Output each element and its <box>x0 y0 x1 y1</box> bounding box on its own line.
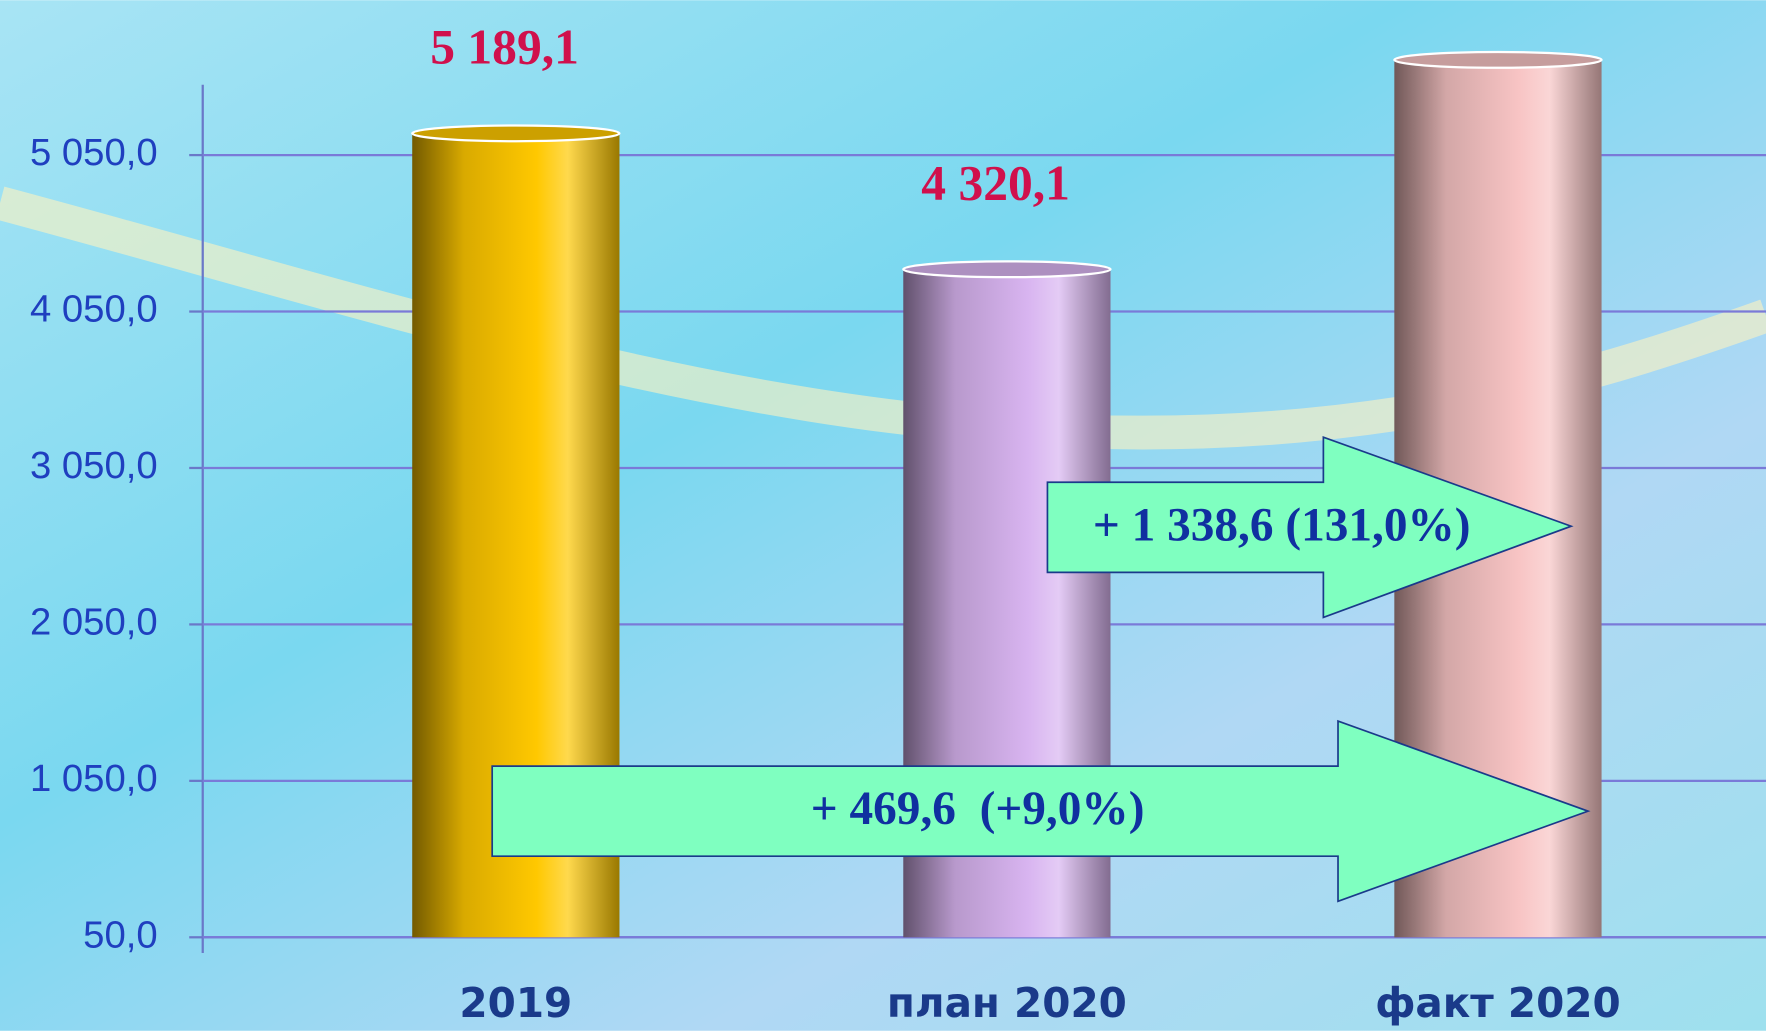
y-tick-label: 5 050,0 <box>30 131 158 174</box>
bar-top <box>1393 50 1603 69</box>
x-tick-label: план 2020 <box>887 979 1127 1027</box>
y-tick-label: 50,0 <box>83 913 158 956</box>
y-tick-label: 3 050,0 <box>30 444 158 487</box>
arrow <box>491 719 1591 903</box>
annotation: + 469,6 (+9,0%) <box>811 783 1145 835</box>
value-label: 4 320,1 <box>921 156 1070 211</box>
y-tick-label: 1 050,0 <box>30 757 158 800</box>
bar-top <box>411 124 621 143</box>
value-label: 5 189,1 <box>430 20 579 75</box>
arrow <box>1046 436 1574 619</box>
x-tick-label: факт 2020 <box>1375 979 1620 1027</box>
x-tick-label: 2019 <box>459 979 572 1027</box>
value-label: 5 658,7 <box>1412 0 1561 1</box>
bar-top <box>902 260 1112 279</box>
annotation: + 1 338,6 (131,0%) <box>1093 499 1471 551</box>
y-tick-label: 2 050,0 <box>30 601 158 644</box>
annotations: + 1 338,6 (131,0%) + 469,6 (+9,0%) <box>491 436 1591 903</box>
y-tick-label: 4 050,0 <box>30 288 158 331</box>
